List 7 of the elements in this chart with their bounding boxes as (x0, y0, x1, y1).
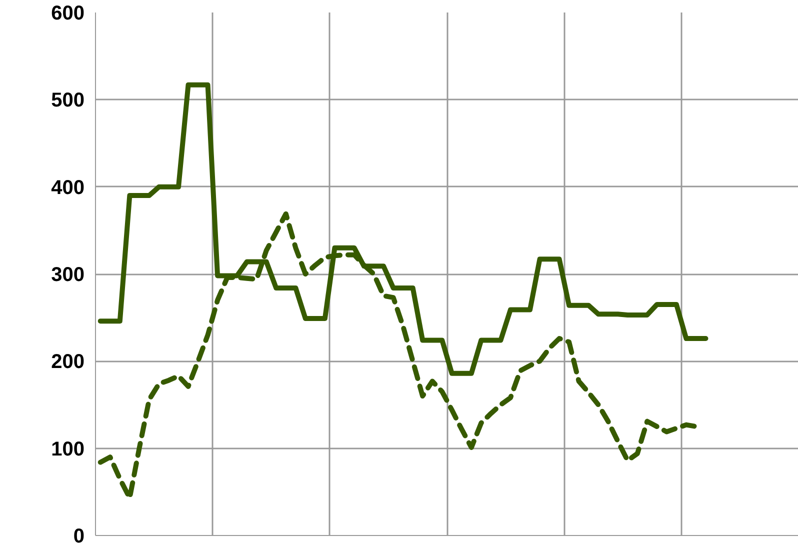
y-tick-label: 300 (51, 264, 85, 286)
y-tick-label: 200 (51, 351, 85, 374)
y-tick-label: 100 (51, 438, 85, 460)
y-tick-label: 0 (73, 526, 84, 545)
y-tick-label: 400 (51, 176, 85, 199)
y-tick-label: 600 (51, 2, 85, 24)
y-tick-label: 500 (51, 90, 85, 112)
